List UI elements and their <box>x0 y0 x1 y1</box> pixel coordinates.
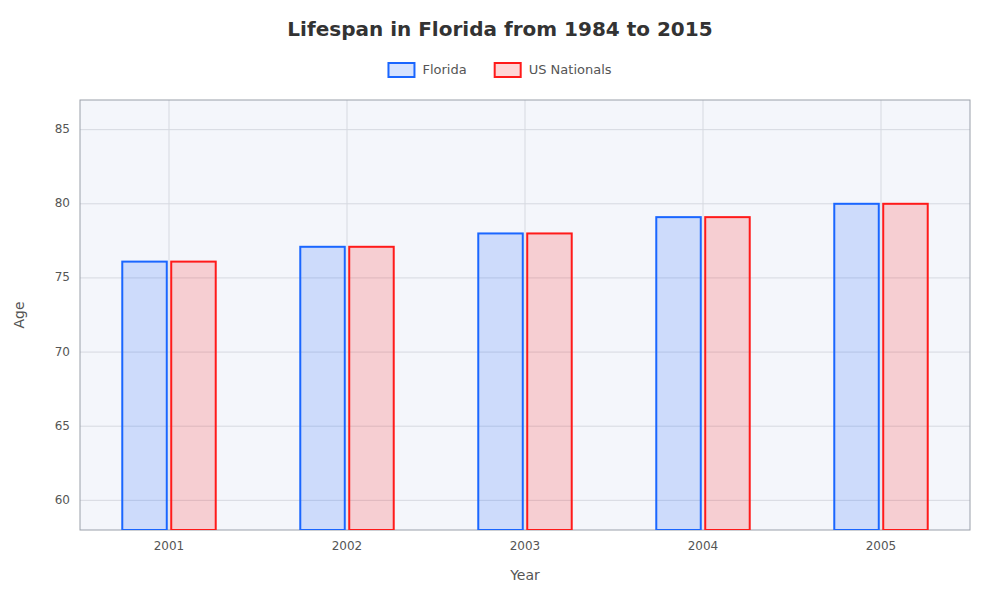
grid-line <box>881 100 882 530</box>
bar <box>171 262 216 530</box>
y-tick-label: 65 <box>55 419 70 433</box>
bar <box>705 217 750 530</box>
bars <box>122 204 927 530</box>
plot-frame <box>80 100 970 530</box>
bar <box>834 204 879 530</box>
grid-line <box>347 100 348 530</box>
legend: Florida US Nationals <box>388 62 611 78</box>
y-axis-label: Age <box>11 301 27 328</box>
y-tick-label: 85 <box>55 122 70 136</box>
bar <box>883 204 928 530</box>
y-tick-label: 60 <box>55 493 70 507</box>
grid-line <box>169 100 170 530</box>
y-tick-label: 75 <box>55 270 70 284</box>
x-tick-label: 2005 <box>866 539 897 553</box>
grid-line <box>525 100 526 530</box>
chart-container: 60 65 70 75 80 85 2001 2002 2003 2004 2005 Lifespan… <box>0 0 1000 600</box>
x-tick-label: 2004 <box>688 539 719 553</box>
y-tick-label: 80 <box>55 196 70 210</box>
x-tick-label: 2003 <box>510 539 541 553</box>
legend-item: US Nationals <box>495 62 612 78</box>
bar <box>300 247 345 530</box>
legend-item: Florida <box>388 62 466 78</box>
bar <box>656 217 701 530</box>
title: Lifespan in Florida from 1984 to 2015 <box>287 17 712 41</box>
legend-label: Florida <box>422 62 466 77</box>
legend-label: US Nationals <box>529 62 612 77</box>
bar <box>349 247 394 530</box>
x-tick-label: 2001 <box>154 539 185 553</box>
bar <box>122 262 166 530</box>
x-axis-label: Year <box>509 567 540 583</box>
plot-background <box>80 100 970 530</box>
bar <box>478 233 523 530</box>
legend-swatch <box>495 63 521 77</box>
bar <box>527 233 572 530</box>
legend-swatch <box>388 63 414 77</box>
y-tick-label: 70 <box>55 345 70 359</box>
chart: 60 65 70 75 80 85 2001 2002 2003 2004 2005 Lifespan… <box>0 0 1000 600</box>
x-tick-label: 2002 <box>332 539 363 553</box>
grid-line <box>703 100 704 530</box>
